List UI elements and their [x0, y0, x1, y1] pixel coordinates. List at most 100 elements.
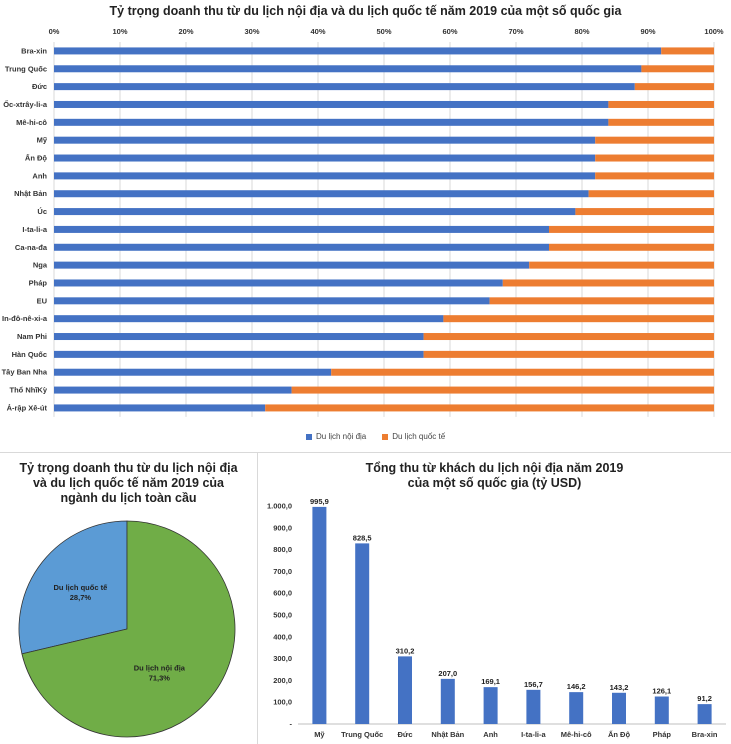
- y-tick-label: 600,0: [273, 589, 292, 598]
- y-category-label: Bra-xin: [21, 46, 47, 55]
- x-category-label: Mê-hi-cô: [561, 730, 592, 739]
- legend-label-international: Du lịch quốc tế: [392, 432, 446, 441]
- y-tick-label: 100,0: [273, 698, 292, 707]
- column-data-label: 169,1: [481, 677, 500, 686]
- y-category-label: EU: [37, 296, 47, 305]
- legend: Du lịch nội địa Du lịch quốc tế: [306, 432, 445, 441]
- bar-domestic: [54, 190, 589, 198]
- column-bar: [483, 687, 498, 724]
- stacked-bar-title: Tỷ trọng doanh thu từ du lịch nội địa và…: [109, 4, 622, 18]
- y-tick-label: 1.000,0: [267, 502, 292, 511]
- y-category-label: In-đô-nê-xi-a: [2, 314, 48, 323]
- bar-domestic: [54, 100, 609, 108]
- stacked-bar-panel: Tỷ trọng doanh thu từ du lịch nội địa và…: [0, 4, 731, 453]
- bar-international: [595, 172, 714, 180]
- x-tick-label: 10%: [112, 27, 127, 36]
- column-data-label: 126,1: [652, 687, 671, 696]
- y-tick-label: 700,0: [273, 567, 292, 576]
- y-category-label: Úc: [37, 207, 47, 216]
- x-category-label: Đức: [397, 730, 412, 739]
- bar-international: [634, 83, 714, 91]
- x-tick-label: 20%: [178, 27, 193, 36]
- pie-label-name: Du lịch nội địa: [134, 663, 186, 672]
- column-bar: [654, 696, 669, 724]
- bar-domestic: [54, 279, 503, 287]
- bar-international: [443, 315, 714, 323]
- column-bar: [526, 689, 541, 724]
- x-category-label: Bra-xin: [692, 730, 718, 739]
- pie-slice-international: [18, 520, 128, 655]
- pie-panel: Tỷ trọng doanh thu từ du lịch nội địa và…: [0, 453, 258, 744]
- y-category-label: Nga: [33, 261, 48, 270]
- bar-domestic: [54, 172, 596, 180]
- column-data-label: 828,5: [353, 533, 372, 542]
- bar-domestic: [54, 350, 424, 358]
- bar-domestic: [54, 136, 596, 144]
- bar-international: [608, 100, 714, 108]
- y-tick-label: 900,0: [273, 523, 292, 532]
- bar-domestic: [54, 315, 444, 323]
- bar-international: [608, 118, 714, 126]
- y-tick-label: 500,0: [273, 611, 292, 620]
- bar-international: [331, 368, 714, 376]
- bar-international: [595, 136, 714, 144]
- column-bar: [440, 678, 455, 724]
- column-data-label: 156,7: [524, 680, 543, 689]
- column-data-label: 143,2: [610, 683, 629, 692]
- bar-domestic: [54, 297, 490, 305]
- column-data-label: 146,2: [567, 682, 586, 691]
- y-category-label: Hàn Quốc: [12, 350, 47, 359]
- x-category-label: Mỹ: [314, 730, 325, 739]
- bar-international: [661, 47, 714, 55]
- y-category-label: Anh: [32, 171, 47, 180]
- y-category-label: Ấn Độ: [25, 153, 47, 163]
- bar-international: [641, 65, 714, 73]
- bar-international: [575, 208, 714, 216]
- column-bar: [312, 506, 327, 724]
- x-tick-label: 70%: [508, 27, 523, 36]
- pie-label-value: 71,3%: [149, 673, 171, 682]
- bar-international: [423, 333, 714, 341]
- y-tick-label: -: [290, 720, 293, 729]
- bar-international: [588, 190, 714, 198]
- legend-label-domestic: Du lịch nội địa: [316, 432, 367, 441]
- column-data-label: 91,2: [697, 694, 712, 703]
- y-category-label: Mỹ: [37, 136, 48, 145]
- pie-slice-domestic: [21, 520, 236, 738]
- x-category-label: Nhật Bản: [431, 730, 464, 739]
- bar-domestic: [54, 368, 332, 376]
- bar-international: [265, 404, 714, 412]
- bar-domestic: [54, 65, 642, 73]
- y-category-label: Thổ NhĩKỳ: [10, 386, 48, 395]
- x-tick-label: 0%: [49, 27, 60, 36]
- column-data-label: 995,9: [310, 497, 329, 506]
- x-tick-label: 100%: [704, 27, 724, 36]
- column-bar: [398, 656, 412, 724]
- y-category-label: Trung Quốc: [5, 64, 47, 73]
- x-tick-label: 60%: [442, 27, 457, 36]
- y-category-label: Mê-hi-cô: [16, 118, 47, 127]
- x-tick-label: 40%: [310, 27, 325, 36]
- x-tick-label: 50%: [376, 27, 391, 36]
- y-category-label: Đức: [32, 82, 47, 91]
- bar-domestic: [54, 243, 549, 251]
- y-category-label: Ốc-xtrây-li-a: [3, 99, 48, 109]
- x-category-label: Anh: [483, 730, 498, 739]
- bar-international: [529, 261, 714, 269]
- column-bar: [355, 543, 370, 724]
- bar-international: [502, 279, 714, 287]
- y-category-label: Pháp: [29, 278, 48, 287]
- x-category-label: Ấn Độ: [608, 729, 630, 739]
- bar-domestic: [54, 154, 596, 162]
- column-chart: - 100,0 200,0 300,0 400,0 500,0 600,0 700,0 800,…: [267, 497, 726, 739]
- column-data-label: 310,2: [396, 646, 415, 655]
- bar-international: [423, 350, 714, 358]
- x-tick-label: 80%: [574, 27, 589, 36]
- x-tick-label: 30%: [244, 27, 259, 36]
- y-tick-label: 200,0: [273, 676, 292, 685]
- bar-domestic: [54, 261, 530, 269]
- y-category-label: Tây Ban Nha: [2, 368, 48, 377]
- bar-domestic: [54, 386, 292, 394]
- bar-domestic: [54, 47, 662, 55]
- bar-domestic: [54, 83, 635, 91]
